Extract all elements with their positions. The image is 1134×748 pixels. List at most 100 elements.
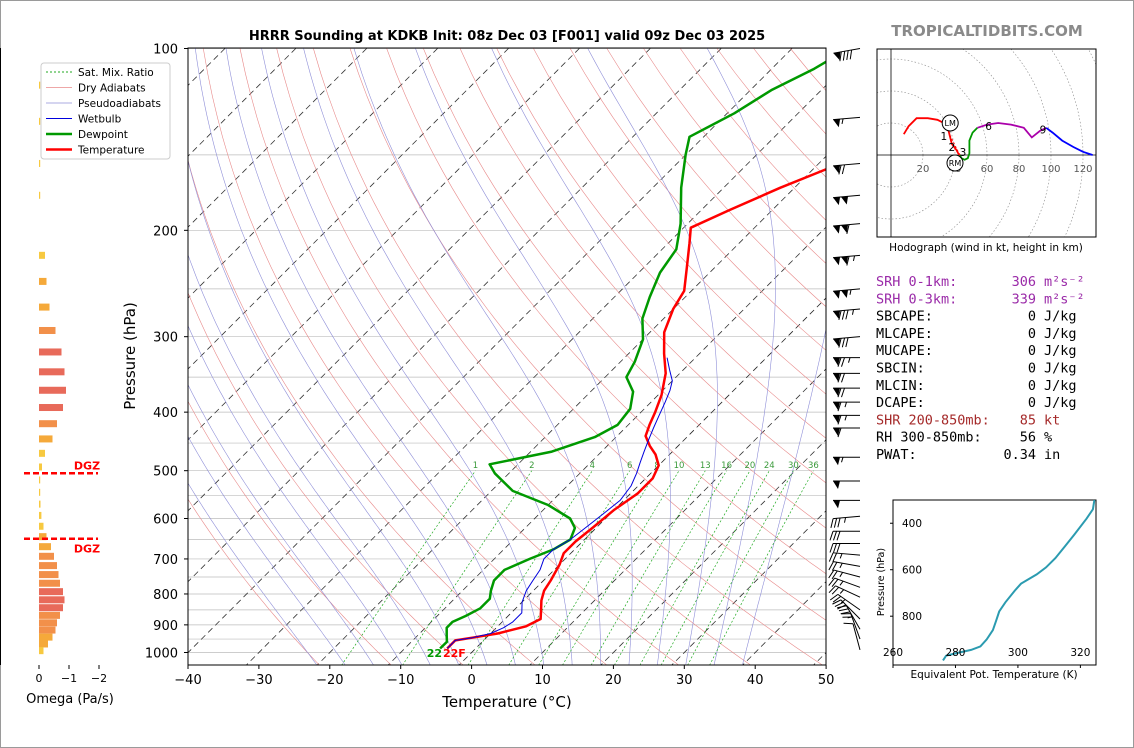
barb-full xyxy=(837,387,842,398)
barb-flag xyxy=(833,119,841,128)
theta-e-x-tick-label: 280 xyxy=(945,647,965,659)
index-unit: J/kg xyxy=(1044,343,1077,359)
isotherm-line xyxy=(188,48,722,583)
wind-barb xyxy=(828,577,861,588)
barb-half xyxy=(844,415,847,421)
barb-half xyxy=(841,457,844,463)
pseudoadiabat xyxy=(491,48,671,665)
index-unit: J/kg xyxy=(1044,395,1077,411)
barb-flag xyxy=(833,165,841,174)
wind-barb xyxy=(829,593,861,611)
index-label: SHR 200-850mb: xyxy=(876,412,990,428)
mixing-ratio-label: 4 xyxy=(590,461,595,471)
dgz-label: DGZ xyxy=(74,459,100,472)
pseudoadiabat xyxy=(188,253,431,665)
barb-full xyxy=(837,415,842,425)
index-value: 0 xyxy=(1028,378,1036,394)
skewt-y-axis-label: Pressure (hPa) xyxy=(121,302,139,410)
dry-adiabat xyxy=(188,158,536,665)
omega-bar xyxy=(39,449,45,457)
omega-bar xyxy=(39,604,63,612)
legend-label: Wetbulb xyxy=(78,114,122,126)
wind-barb xyxy=(833,223,861,234)
barb-full xyxy=(828,569,835,579)
index-label: SBCIN: xyxy=(876,361,925,377)
hodo-marker-label: RM xyxy=(949,159,962,168)
omega-bar xyxy=(39,579,60,587)
x-tick-label: 40 xyxy=(747,673,764,688)
barb-full xyxy=(828,561,834,571)
x-tick-label: 0 xyxy=(467,673,475,688)
dry-adiabat xyxy=(188,291,464,665)
skewt-series: 22 22F xyxy=(427,60,826,660)
barb-flag xyxy=(833,257,841,266)
omega-x-tick-label: 0 xyxy=(36,672,43,685)
hodo-segment xyxy=(977,122,1047,139)
barb-full xyxy=(836,543,841,553)
barb-full xyxy=(841,387,845,398)
omega-bar xyxy=(39,348,62,356)
pseudoadiabat xyxy=(742,327,826,665)
hodo-ring-label: 100 xyxy=(1041,164,1060,175)
skewt-x-axis-label: Temperature (°C) xyxy=(441,693,571,711)
omega-bar xyxy=(39,191,41,199)
index-value: 306 xyxy=(1012,274,1036,290)
barb-half xyxy=(844,517,847,523)
barb-staff xyxy=(850,613,861,640)
theta-e-x-tick-label: 320 xyxy=(1070,647,1090,659)
theta-e-panel: 260 280 300 320 400 600 800 Pressure (hPa) Equiv… xyxy=(876,499,1097,681)
y-tick-label: 700 xyxy=(153,553,178,568)
barb-flag xyxy=(833,500,840,509)
wind-barbs xyxy=(828,48,861,650)
legend-label: Temperature xyxy=(77,145,145,157)
watermark: TROPICALTIDBITS.COM xyxy=(891,22,1083,40)
barb-full xyxy=(846,50,849,61)
barb-full xyxy=(838,338,842,348)
isotherm-line xyxy=(671,510,826,665)
barb-full xyxy=(833,518,838,528)
wind-barb xyxy=(833,254,861,266)
barb-full xyxy=(841,373,845,383)
y-tick-label: 200 xyxy=(153,224,178,239)
skewt-plot-frame xyxy=(187,47,827,666)
barb-flag xyxy=(833,290,841,299)
pseudoadiabat xyxy=(188,384,374,665)
mixing-ratio-line xyxy=(402,470,533,665)
barb-full xyxy=(831,562,838,571)
index-unit: in xyxy=(1044,447,1060,463)
omega-bar xyxy=(39,368,65,376)
hodo-height-label: 6 xyxy=(985,121,992,133)
wind-barb xyxy=(829,530,860,541)
barb-full xyxy=(838,608,849,612)
isotherm-line xyxy=(600,439,826,665)
hodo-ring-label: 60 xyxy=(981,164,994,175)
mixing-ratio-line xyxy=(639,470,751,665)
dry-adiabat xyxy=(459,48,826,484)
barb-half xyxy=(839,589,845,594)
dry-adiabat xyxy=(276,48,751,665)
wind-barb xyxy=(833,336,861,348)
dry-adiabat xyxy=(386,48,826,575)
barb-flag xyxy=(833,373,840,382)
legend-label: Dry Adiabats xyxy=(78,83,146,95)
omega-bar xyxy=(39,633,53,641)
surface-dewpoint-label: 22 xyxy=(427,647,442,660)
barb-staff xyxy=(833,561,861,567)
barb-full xyxy=(831,570,838,580)
wind-barb xyxy=(833,456,860,466)
barb-flag xyxy=(833,225,841,234)
hodo-height-label: 2 xyxy=(948,142,955,154)
barb-full xyxy=(841,164,846,175)
dgz-label: DGZ xyxy=(74,543,100,556)
legend-label: Dewpoint xyxy=(78,129,128,141)
hodo-height-label: 1 xyxy=(940,131,947,143)
thermo-indices: SRH 0-1km: 306 m²s⁻² SRH 0-3km: 339 m²s⁻² SBCA… xyxy=(876,274,1085,463)
skewt-axis-ticks: −40 −30 −20 −10 0 10 20 30 40 50 100 200 300 400 500 60… xyxy=(145,43,834,689)
index-value: 339 xyxy=(1012,291,1036,307)
mixing-ratio-line xyxy=(538,470,658,665)
omega-bar xyxy=(39,626,56,634)
dry-adiabat xyxy=(606,48,826,308)
skewt-legend: Sat. Mix. Ratio Dry Adiabats Pseudoadiabat… xyxy=(40,62,171,160)
legend-box xyxy=(40,62,171,160)
barb-flag xyxy=(841,224,849,233)
